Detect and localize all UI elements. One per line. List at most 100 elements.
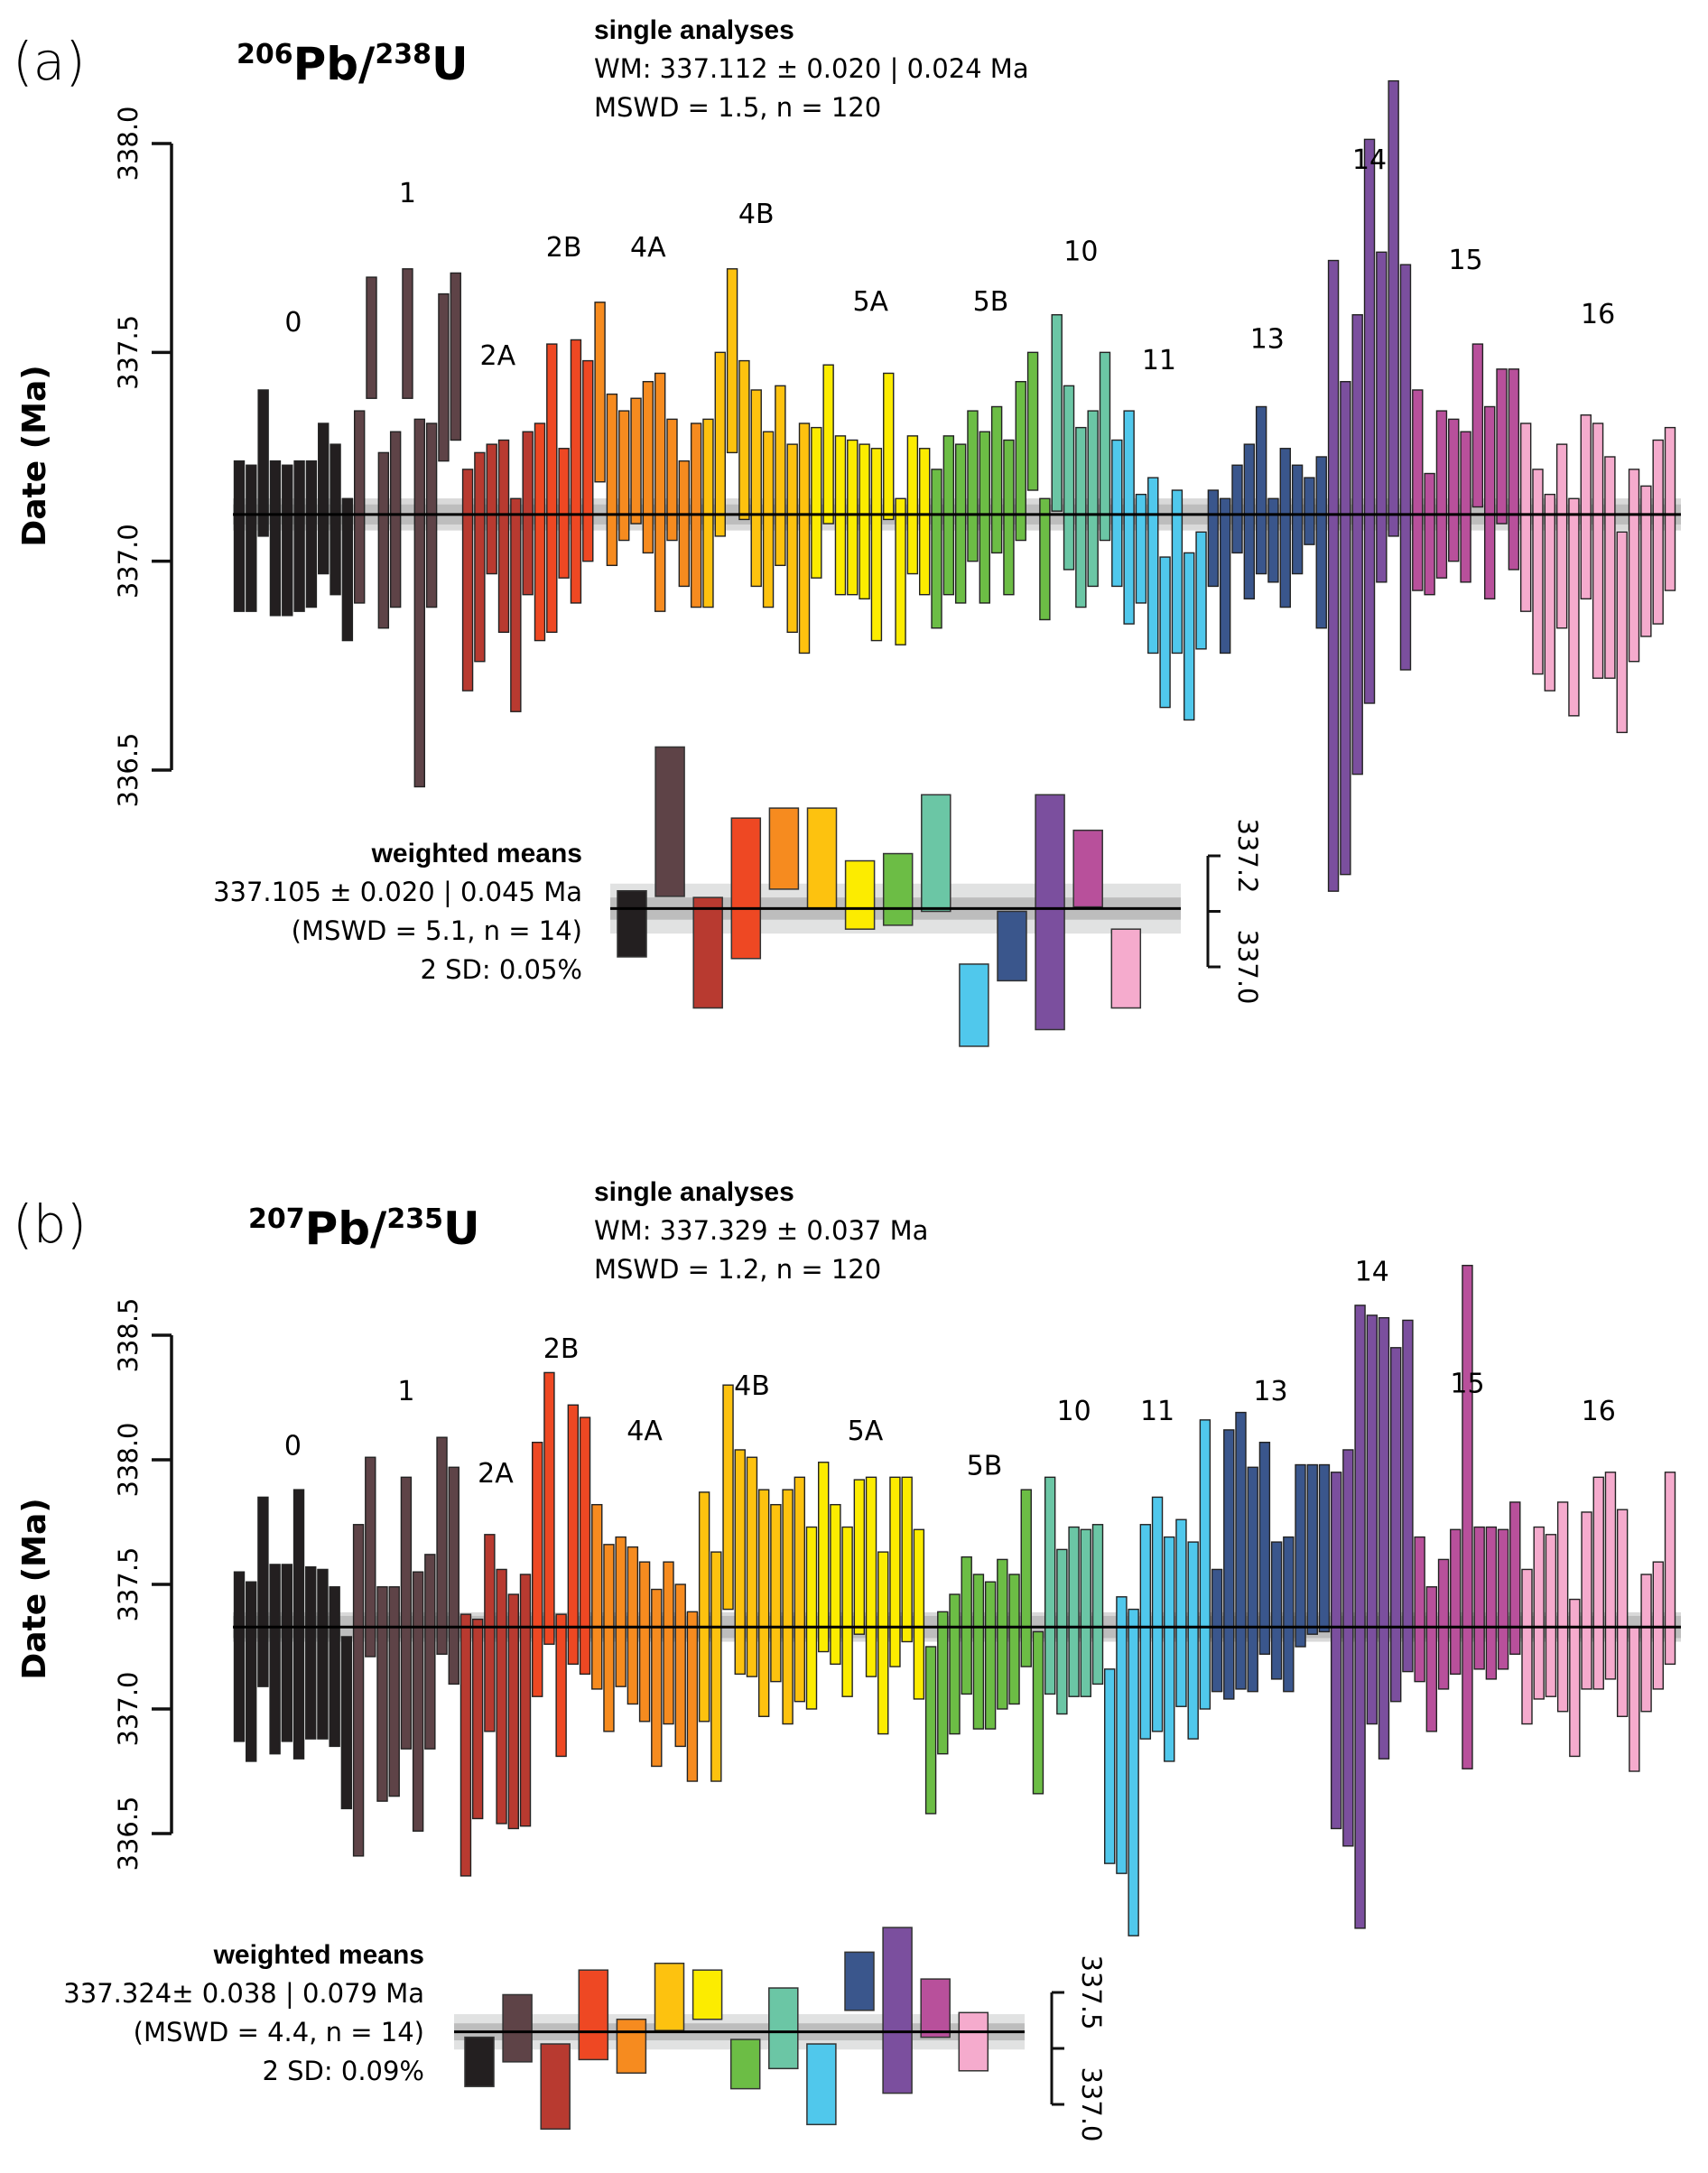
group-label-4B: 4B [734, 1370, 770, 1402]
analysis-bar-group-5B [961, 1555, 972, 1695]
inset-bar-group-2A [540, 2043, 571, 2131]
analysis-bar-group-11 [1151, 1496, 1164, 1732]
analysis-bar-group-16 [1592, 423, 1604, 679]
ratio-b-sup2: 235 [386, 1203, 443, 1235]
analysis-bar-group-13 [1291, 464, 1304, 575]
analysis-bar-group-1 [365, 1456, 376, 1658]
analysis-bar-group-2B [570, 339, 582, 604]
analysis-bar-group-5A [895, 497, 906, 645]
analysis-bar-group-4B [782, 1489, 794, 1725]
y-tick-label: 338.5 [113, 1297, 144, 1372]
group-label-0: 0 [284, 307, 302, 339]
analysis-bar-group-5A [811, 426, 822, 579]
analysis-bar-group-13 [1270, 1541, 1283, 1680]
panel-a-wm-sd: 2 SD: 0.05% [420, 954, 582, 985]
inset-bar-group-2B [578, 1969, 609, 2061]
analysis-bar-group-0 [281, 1564, 293, 1742]
analysis-bar-group-4B [746, 1456, 758, 1677]
group-label-14: 14 [1355, 1256, 1389, 1287]
analysis-bar-group-1 [412, 1571, 424, 1832]
group-label-10: 10 [1056, 1396, 1091, 1427]
analysis-bar-group-5A [830, 1503, 841, 1666]
group-label-2A: 2A [478, 1458, 514, 1490]
analysis-bar-group-11 [1184, 552, 1195, 721]
ratio-b-base1: Pb/ [305, 1203, 387, 1255]
analysis-bar-group-15 [1496, 368, 1508, 525]
group-label-11: 11 [1142, 345, 1176, 376]
analysis-bar-group-16 [1629, 1626, 1640, 1772]
analysis-bar-group-16 [1664, 426, 1676, 591]
group-label-14: 14 [1352, 144, 1387, 176]
analysis-bar-group-14 [1376, 251, 1388, 583]
analysis-bar-group-1 [450, 272, 461, 441]
analysis-bar-group-2A [484, 1534, 496, 1732]
inset-bar-group-4A [616, 2019, 647, 2075]
analysis-bar-group-1 [377, 451, 390, 629]
analysis-bar-group-5A [865, 1476, 877, 1677]
panel-a-y-axis: 338.0 337.5 337.0 336.5 [113, 106, 173, 808]
analysis-bar-group-11 [1147, 477, 1159, 655]
panel-b-wm-mswd: (MSWD = 4.4, n = 14) [134, 2017, 424, 2048]
inset-tick-label: 337.0 [1076, 2066, 1107, 2141]
analysis-bar-group-11 [1187, 1541, 1199, 1740]
inset-bar-group-15 [1072, 829, 1103, 908]
group-label-11: 11 [1140, 1396, 1174, 1427]
analysis-bar-group-2B [532, 1441, 543, 1697]
analysis-bar-group-11 [1104, 1668, 1116, 1864]
ratio-a-base2: U [432, 38, 469, 90]
analysis-bar-group-4B [794, 1476, 805, 1703]
group-label-5A: 5A [852, 286, 888, 318]
group-label-10: 10 [1063, 237, 1098, 268]
group-label-0: 0 [284, 1430, 302, 1462]
analysis-bar-group-14 [1342, 1449, 1354, 1847]
inset-bar-group-2A [692, 896, 723, 1009]
analysis-bar-group-10 [1056, 1548, 1068, 1715]
analysis-bar-group-5B [937, 1611, 949, 1755]
analysis-bar-group-13 [1318, 1463, 1331, 1633]
analysis-bar-group-0 [318, 423, 330, 575]
analysis-bar-group-1 [400, 1476, 413, 1750]
analysis-bar-group-4A [603, 1544, 615, 1732]
analysis-bar-group-5A [906, 435, 919, 575]
analysis-bar-group-5B [979, 431, 990, 604]
panel-b-wm-title: weighted means [213, 1940, 424, 1970]
analysis-bar-group-16 [1616, 531, 1628, 734]
inset-bar-group-4B [654, 1963, 685, 2031]
analysis-bar-group-4B [786, 443, 798, 634]
inset-bar-group-4A [768, 807, 800, 890]
panel-b-wm-sd: 2 SD: 0.09% [262, 2056, 424, 2086]
analysis-bar-group-4A [686, 1611, 699, 1782]
analysis-bar-group-11 [1199, 1419, 1211, 1710]
analysis-bar-group-15 [1414, 1536, 1425, 1683]
analysis-bar-group-15 [1437, 1558, 1450, 1690]
panel-a: (a) 206Pb/238U single analyses WM: 337.1… [13, 15, 1681, 1047]
analysis-bar-group-15 [1484, 405, 1496, 600]
analysis-bar-group-5B [990, 405, 1003, 554]
analysis-bar-group-11 [1195, 531, 1207, 650]
panel-a-y-axis-label: Date (Ma) [16, 365, 53, 546]
inset-bar-group-5A [692, 1969, 723, 2020]
group-label-1: 1 [397, 1376, 414, 1407]
group-label-5B: 5B [967, 1451, 1003, 1482]
analysis-bar-group-16 [1604, 1472, 1617, 1680]
analysis-bar-group-5B [1003, 439, 1015, 596]
analysis-bar-group-1 [389, 431, 402, 608]
y-tick-label: 337.0 [113, 524, 144, 599]
group-label-4B: 4B [738, 199, 775, 230]
analysis-bar-group-10 [1091, 1524, 1104, 1685]
analysis-bar-group-0 [233, 1571, 246, 1742]
inset-bar-group-0 [464, 2036, 495, 2087]
panel-a-single-wm: WM: 337.112 ± 0.020 | 0.024 Ma [594, 53, 1029, 84]
analysis-bar-group-14 [1378, 1316, 1390, 1760]
analysis-bar-group-13 [1306, 1463, 1318, 1635]
group-label-15: 15 [1448, 245, 1482, 276]
ratio-a-sup2: 238 [375, 39, 432, 70]
analysis-bar-group-5A [913, 1528, 925, 1700]
inset-bar-group-13 [844, 1951, 875, 2011]
analysis-bar-group-5A [805, 1526, 818, 1710]
analysis-bar-group-4B [710, 1551, 722, 1782]
inset-bar-group-5B [729, 2038, 761, 2090]
analysis-bar-group-13 [1295, 1463, 1306, 1648]
analysis-bar-group-11 [1116, 1596, 1128, 1874]
